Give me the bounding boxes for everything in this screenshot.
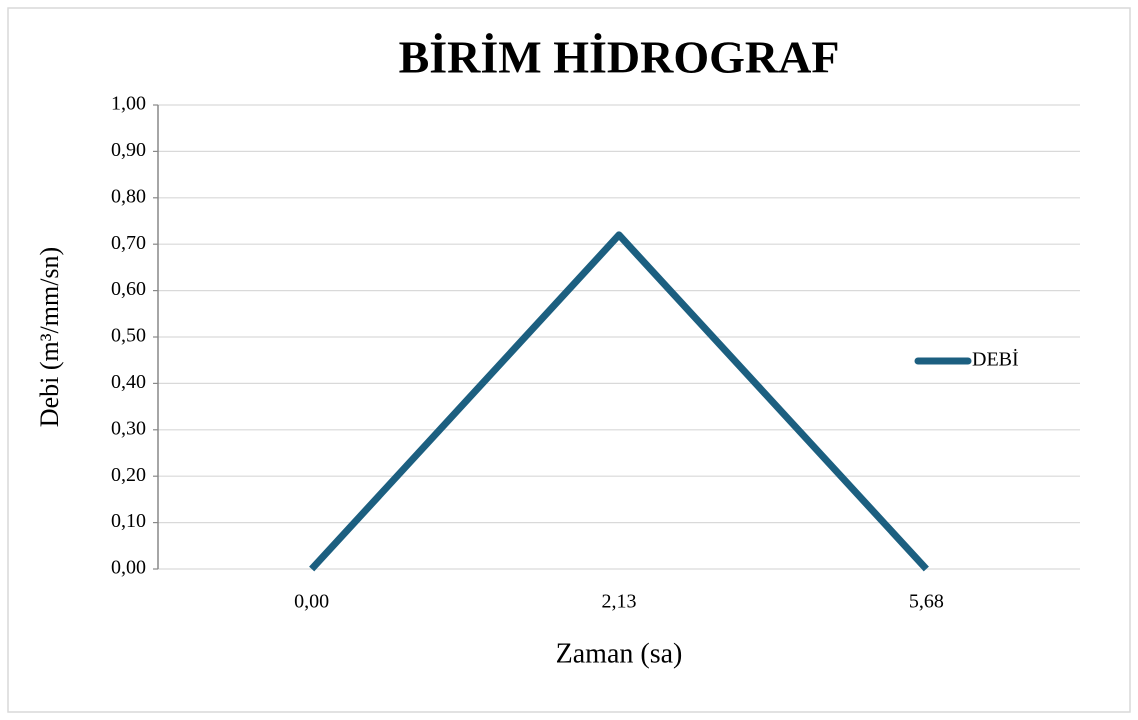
y-tick-label: 1,00 [111,93,146,115]
x-axis-label: Zaman (sa) [556,638,683,669]
y-tick-label: 0,50 [111,325,146,347]
y-tick-label: 0,90 [111,139,146,161]
chart-title: BİRİM HİDROGRAF [399,32,840,83]
y-axis-label: Debi (m³/mm/sn) [35,247,64,427]
x-tick-label: 0,00 [294,591,329,613]
x-tick-label: 2,13 [602,591,637,613]
y-tick-label: 0,80 [111,185,146,207]
data-line [309,231,929,572]
y-tick-label: 0,70 [111,232,146,254]
y-tick-label: 0,60 [111,278,146,300]
y-tick-label: 0,40 [111,371,146,393]
y-tick-label: 0,00 [111,557,146,579]
x-tick-label: 5,68 [909,591,944,613]
y-tick-label: 0,20 [111,464,146,486]
legend-label: DEBİ [972,348,1019,371]
y-tick-label: 0,10 [111,510,146,532]
y-tick-label: 0,30 [111,417,146,439]
